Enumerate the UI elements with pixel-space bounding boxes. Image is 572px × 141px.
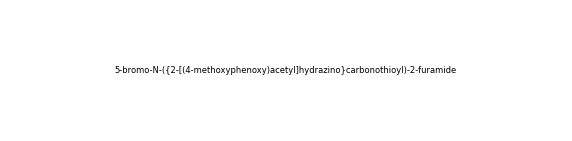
Text: 5-bromo-N-({2-[(4-methoxyphenoxy)acetyl]hydrazino}carbonothioyl)-2-furamide: 5-bromo-N-({2-[(4-methoxyphenoxy)acetyl]… [115, 66, 457, 75]
